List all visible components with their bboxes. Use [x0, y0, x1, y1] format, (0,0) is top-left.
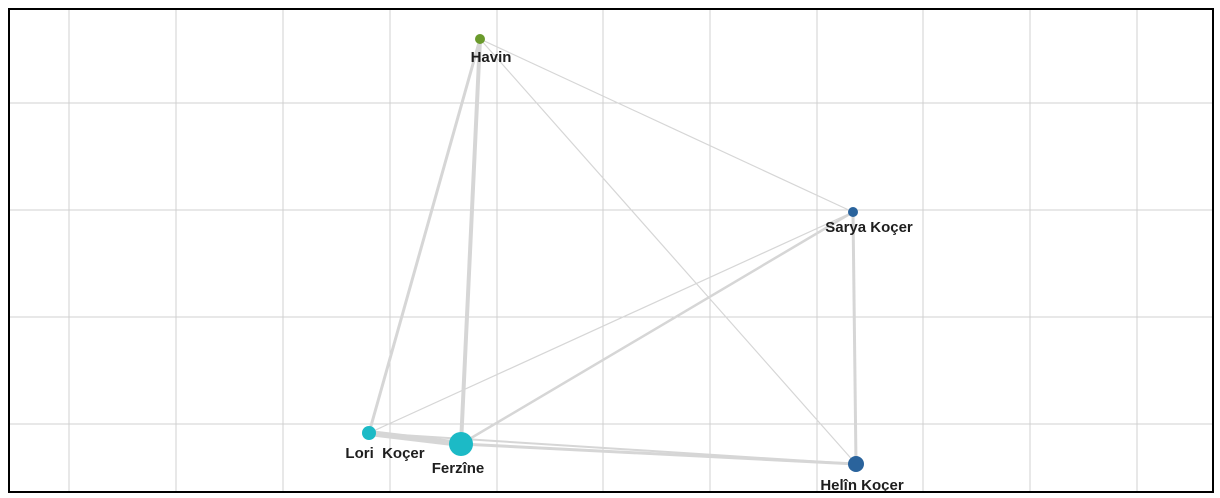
background-grid [10, 10, 1212, 491]
node-label-sarya: Sarya Koçer [825, 219, 913, 236]
graph-labels: Havin Sarya Koçer Lori Koçer Ferzîne Helîn K… [345, 49, 913, 494]
node-label-ferzine: Ferzîne [432, 460, 485, 477]
edge-ferzine-helin [459, 442, 858, 466]
node-label-lori: Lori Koçer [345, 445, 424, 462]
graph-edges [366, 37, 858, 466]
node-label-helin: Helîn Koçer [820, 477, 904, 494]
node-havin[interactable] [475, 34, 485, 44]
node-ferzine[interactable] [449, 432, 473, 456]
plot-frame [8, 8, 1214, 493]
edge-sarya-helin [851, 210, 858, 466]
node-sarya[interactable] [848, 207, 858, 217]
edge-havin-lori [367, 37, 482, 435]
node-lori[interactable] [362, 426, 376, 440]
node-helin[interactable] [848, 456, 864, 472]
graph-nodes [362, 34, 864, 472]
edge-sarya-ferzine [459, 210, 855, 446]
edge-havin-sarya [479, 38, 854, 213]
edge-havin-helin [479, 38, 857, 465]
edge-havin-ferzine [459, 37, 482, 446]
node-label-havin: Havin [471, 49, 512, 66]
edge-sarya-lori [368, 211, 854, 434]
